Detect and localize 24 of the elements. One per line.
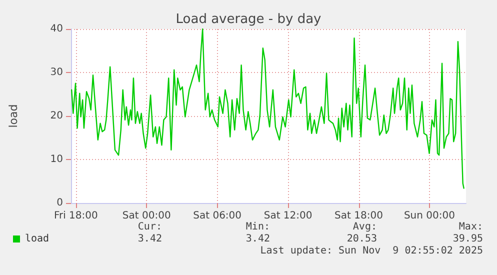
y-tick-label: 20 — [50, 110, 63, 122]
text: Min: — [246, 222, 270, 232]
text: Cur: — [138, 222, 162, 232]
y-tick-label: 30 — [50, 67, 63, 78]
line-series — [70, 28, 464, 189]
y-axis-title: load — [7, 104, 20, 128]
y-tick-label: 0 — [56, 198, 63, 208]
x-tick-label: Sat 06:00 — [193, 210, 242, 222]
legend-label: load — [25, 234, 50, 244]
x-tick-label: Sun 00:00 — [404, 210, 455, 222]
text: Avg: — [352, 222, 377, 232]
x-tick-label: Sat 18:00 — [334, 210, 383, 222]
text: Last update: Sun Nov 9 02:55:02 2025 — [260, 246, 483, 256]
chart-title: Load average - by day — [176, 12, 322, 27]
x-tick-label: Fri 18:00 — [54, 210, 98, 222]
text: 3.42 — [138, 234, 162, 244]
y-tick-label: 40 — [50, 24, 63, 34]
x-tick-label: Sat 00:00 — [122, 210, 171, 222]
y-tick-label: 10 — [50, 154, 63, 165]
text: 20.53 — [346, 234, 377, 244]
text: 3.42 — [246, 234, 270, 244]
x-tick-label: Sat 12:00 — [264, 210, 312, 222]
text: Max: — [458, 222, 483, 232]
text: 39.95 — [452, 234, 483, 244]
